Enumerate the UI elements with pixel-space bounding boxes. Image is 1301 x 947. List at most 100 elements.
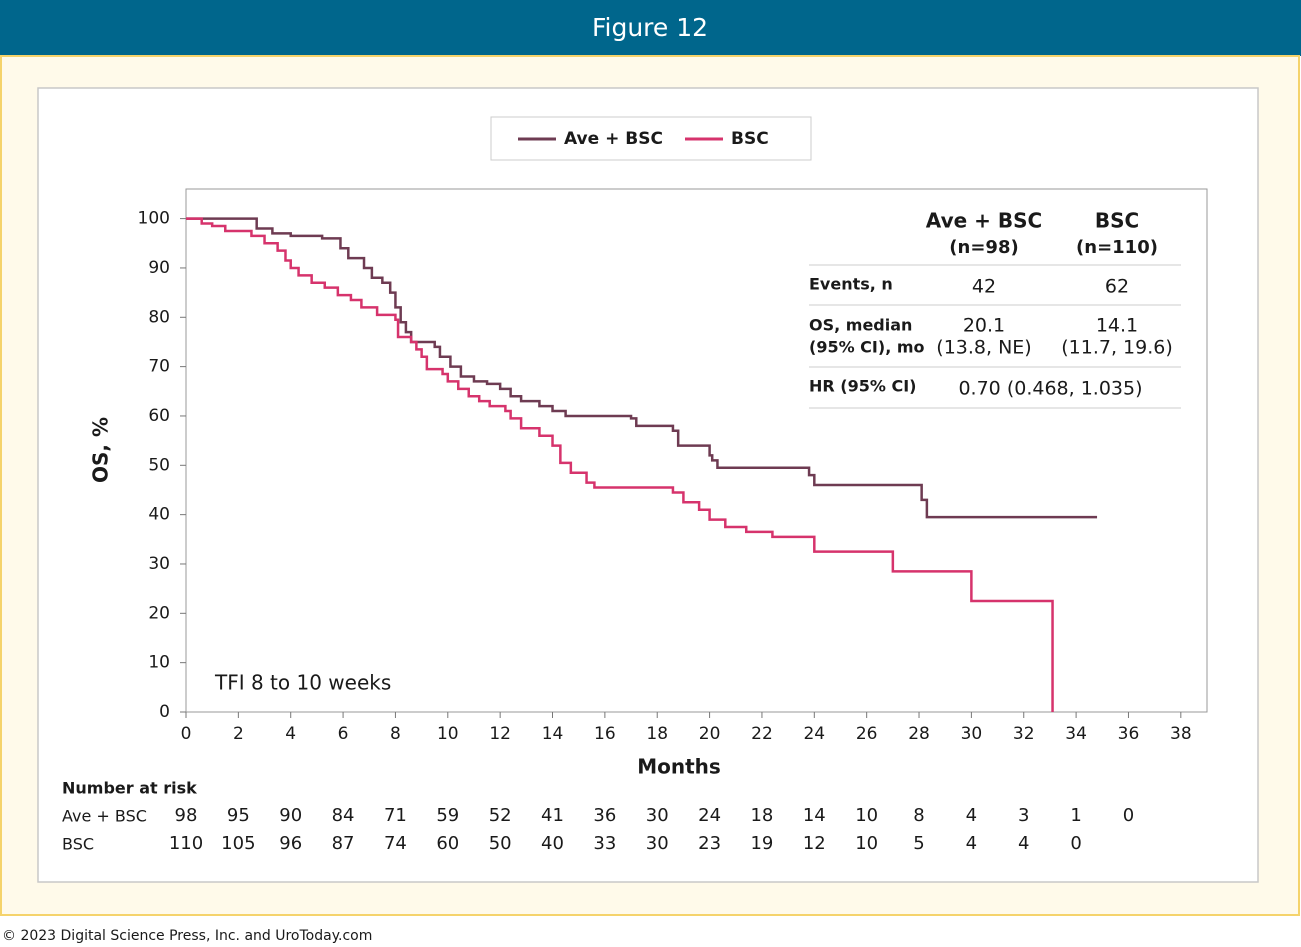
y-tick-label: 40: [148, 505, 170, 525]
plot-frame: [185, 188, 1208, 713]
table-cell: 42: [972, 276, 996, 298]
table-row-label: OS, median: [809, 316, 912, 335]
risk-value: 4: [1018, 833, 1029, 854]
risk-value: 96: [279, 833, 302, 854]
risk-value: 10: [855, 833, 878, 854]
survival-curve: [186, 217, 1054, 712]
risk-title: Number at risk: [62, 779, 197, 798]
y-tick-label: 80: [148, 307, 170, 327]
y-tick-label: 70: [148, 357, 170, 377]
x-tick-label: 12: [489, 724, 511, 744]
x-tick-label: 18: [646, 724, 668, 744]
x-tick-label: 20: [699, 724, 721, 744]
x-tick-label: 6: [338, 724, 349, 744]
risk-value: 105: [221, 833, 255, 854]
risk-value: 40: [541, 833, 564, 854]
risk-value: 52: [489, 805, 512, 826]
y-tick-label: 100: [138, 209, 170, 229]
risk-value: 95: [227, 805, 250, 826]
x-tick-label: 26: [856, 724, 878, 744]
table-row-label: (95% CI), mo: [809, 338, 925, 357]
risk-value: 18: [750, 805, 773, 826]
x-tick-label: 2: [233, 724, 244, 744]
risk-value: 59: [436, 805, 459, 826]
table-cell: 0.70 (0.468, 1.035): [958, 378, 1142, 400]
risk-value: 41: [541, 805, 564, 826]
legend-label: BSC: [731, 129, 769, 149]
table-cell: 62: [1105, 276, 1129, 298]
y-tick-label: 20: [148, 603, 170, 623]
panel: [37, 87, 1259, 883]
x-tick-label: 34: [1065, 724, 1087, 744]
risk-label: Ave + BSC: [62, 807, 147, 826]
risk-value: 4: [966, 833, 977, 854]
risk-value: 87: [332, 833, 355, 854]
risk-value: 60: [436, 833, 459, 854]
risk-value: 4: [966, 805, 977, 826]
risk-value: 98: [175, 805, 198, 826]
x-tick-label: 28: [908, 724, 930, 744]
x-tick-label: 36: [1118, 724, 1140, 744]
risk-value: 5: [913, 833, 924, 854]
survival-curve: [186, 217, 1098, 519]
footer: © 2023 Digital Science Press, Inc. and U…: [2, 928, 372, 944]
risk-label: BSC: [62, 835, 94, 854]
table-cell: 14.1: [1096, 315, 1138, 337]
risk-value: 12: [803, 833, 826, 854]
risk-value: 10: [855, 805, 878, 826]
risk-value: 24: [698, 805, 721, 826]
risk-value: 0: [1123, 805, 1134, 826]
header-bar: [0, 0, 1301, 56]
risk-value: 19: [750, 833, 773, 854]
table-header-n: (n=110): [1076, 237, 1158, 258]
x-axis-label: Months: [637, 755, 721, 779]
risk-value: 90: [279, 805, 302, 826]
x-tick-label: 24: [803, 724, 825, 744]
table-cell: 20.1: [963, 315, 1005, 337]
table-row-label: HR (95% CI): [809, 377, 916, 396]
x-tick-label: 32: [1013, 724, 1035, 744]
figure-title: Figure 12: [592, 13, 708, 42]
x-tick-label: 16: [594, 724, 616, 744]
y-tick-label: 50: [148, 455, 170, 475]
risk-value: 3: [1018, 805, 1029, 826]
y-tick-label: 60: [148, 406, 170, 426]
risk-value: 84: [332, 805, 355, 826]
table-cell: (13.8, NE): [936, 337, 1031, 359]
risk-value: 50: [489, 833, 512, 854]
table-header-n: (n=98): [949, 237, 1018, 258]
x-tick-label: 14: [542, 724, 564, 744]
y-tick-label: 10: [148, 653, 170, 673]
risk-value: 30: [646, 805, 669, 826]
risk-value: 74: [384, 833, 407, 854]
y-axis-label: OS, %: [89, 417, 113, 483]
table-cell: (11.7, 19.6): [1061, 337, 1173, 359]
annotation: TFI 8 to 10 weeks: [214, 671, 391, 695]
table-header: BSC: [1095, 209, 1139, 233]
x-tick-label: 8: [390, 724, 401, 744]
y-tick-label: 0: [159, 702, 170, 722]
risk-value: 71: [384, 805, 407, 826]
risk-value: 30: [646, 833, 669, 854]
risk-value: 110: [169, 833, 203, 854]
x-tick-label: 38: [1170, 724, 1192, 744]
risk-value: 8: [913, 805, 924, 826]
y-tick-label: 30: [148, 554, 170, 574]
legend-label: Ave + BSC: [564, 129, 663, 149]
y-tick-label: 90: [148, 258, 170, 278]
x-tick-label: 10: [437, 724, 459, 744]
x-tick-label: 4: [285, 724, 296, 744]
risk-value: 14: [803, 805, 826, 826]
risk-value: 23: [698, 833, 721, 854]
risk-value: 1: [1070, 805, 1081, 826]
risk-value: 33: [593, 833, 616, 854]
table-header: Ave + BSC: [926, 209, 1042, 233]
risk-value: 0: [1070, 833, 1081, 854]
x-tick-label: 22: [751, 724, 773, 744]
risk-value: 36: [593, 805, 616, 826]
table-row-label: Events, n: [809, 275, 893, 294]
x-tick-label: 30: [961, 724, 983, 744]
x-tick-label: 0: [181, 724, 192, 744]
